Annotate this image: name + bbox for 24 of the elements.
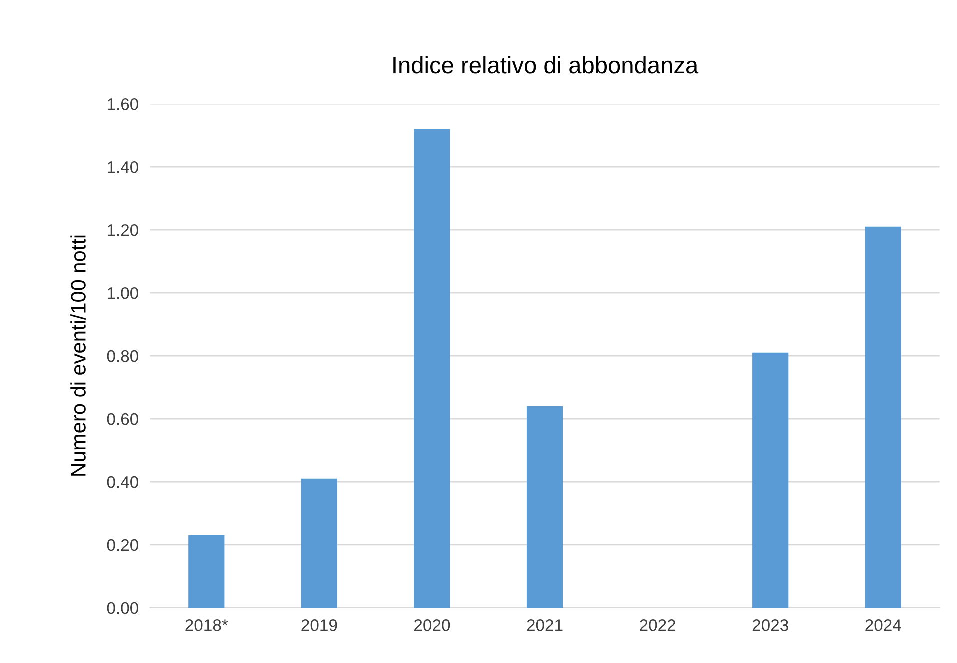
chart-title: Indice relativo di abbondanza [394,56,699,74]
y-tick-label: 1.60 [108,98,138,110]
y-tick-label: 0.60 [107,413,138,426]
y-tick-label: 1.20 [108,224,138,236]
x-tick-label: 2021 [527,620,563,632]
x-tick-label: 2019 [302,620,338,632]
bar [414,129,450,608]
x-tick-label: 2022 [640,620,676,632]
y-tick-label: 1.40 [108,161,138,174]
x-tick-label: 2024 [866,620,902,632]
x-tick-label: 2018* [186,620,228,632]
bar [865,226,902,608]
y-tick-label: 1.00 [108,287,138,300]
bar [188,536,225,608]
bar [526,406,564,608]
bar [301,478,338,608]
x-tick-label: 2023 [752,620,788,632]
y-tick-label: 0.80 [107,350,138,362]
y-tick-label: 0.20 [107,539,138,552]
y-tick-label: 0.40 [107,476,138,488]
y-tick-label: 0.00 [107,602,138,614]
bar [752,352,789,608]
x-tick-label: 2020 [414,620,450,632]
y-axis-title: Numero di eventi/100 notti [70,236,86,476]
